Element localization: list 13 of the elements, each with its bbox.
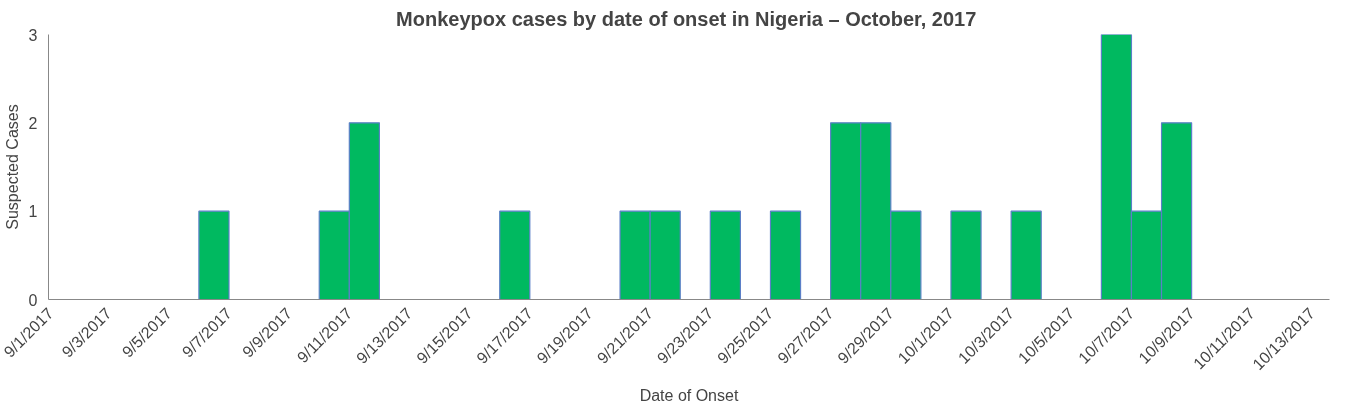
y-tick-label: 3 — [28, 26, 38, 44]
chart-title: Monkeypox cases by date of onset in Nigeria – October, 2017 — [396, 7, 977, 30]
y-axis-title: Suspected Cases — [3, 104, 21, 230]
bar — [1010, 210, 1042, 300]
bar — [950, 210, 982, 300]
bar — [499, 210, 531, 300]
bar — [769, 210, 802, 300]
bar — [709, 210, 741, 300]
y-tick-label: 1 — [28, 203, 38, 221]
y-tick-label: 0 — [28, 291, 38, 309]
x-axis-title: Date of Onset — [639, 387, 739, 405]
y-tick-label: 2 — [28, 114, 38, 132]
bar — [198, 210, 230, 300]
